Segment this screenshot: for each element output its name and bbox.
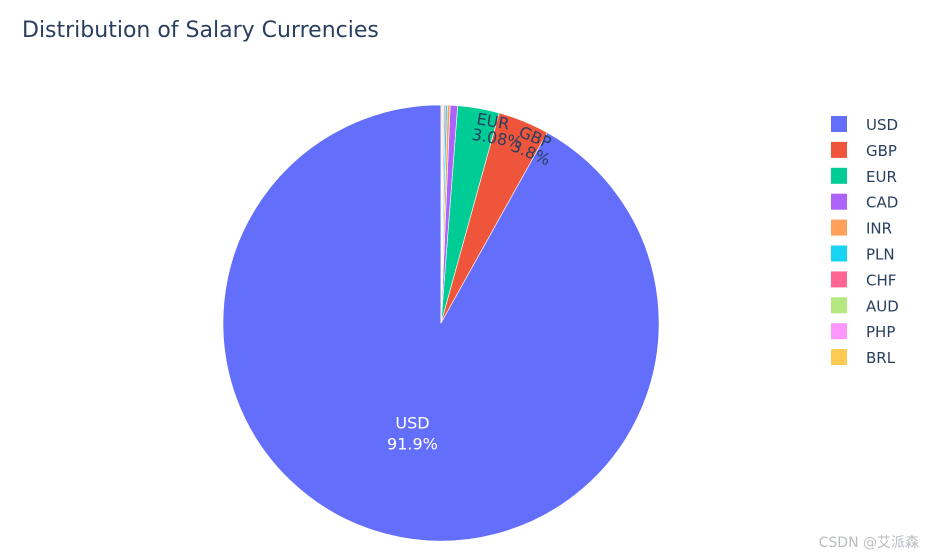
legend-label-inr[interactable]: INR <box>866 220 892 238</box>
legend-swatch-brl[interactable] <box>831 349 847 366</box>
legend-label-php[interactable]: PHP <box>866 323 895 341</box>
legend-label-aud[interactable]: AUD <box>866 297 899 315</box>
legend-swatch-eur[interactable] <box>831 167 847 184</box>
legend-swatch-php[interactable] <box>831 323 847 340</box>
legend-label-pln[interactable]: PLN <box>866 246 895 264</box>
legend: USD GBP EUR CAD INR PLN CHF AUD PHP BRL <box>831 116 899 367</box>
legend-swatch-gbp[interactable] <box>831 141 847 158</box>
legend-swatch-cad[interactable] <box>831 193 847 210</box>
legend-swatch-chf[interactable] <box>831 271 847 288</box>
legend-label-cad[interactable]: CAD <box>866 194 898 212</box>
pie-slice-brl <box>440 104 443 324</box>
legend-swatch-inr[interactable] <box>831 219 847 236</box>
legend-label-gbp[interactable]: GBP <box>866 142 897 160</box>
pie-slice-labels: USD 91.9%GBP3.8%EUR3.08% <box>387 109 554 454</box>
slice-label-usd: USD 91.9% <box>387 414 438 454</box>
legend-swatch-pln[interactable] <box>831 245 847 262</box>
pie-slices <box>222 104 660 542</box>
legend-swatch-aud[interactable] <box>831 297 847 314</box>
watermark: CSDN @艾派森 <box>818 535 919 551</box>
legend-swatch-usd[interactable] <box>831 116 847 132</box>
legend-label-chf[interactable]: CHF <box>866 271 896 289</box>
chart-title: Distribution of Salary Currencies <box>22 18 379 43</box>
legend-label-usd[interactable]: USD <box>866 116 898 134</box>
legend-label-brl[interactable]: BRL <box>866 349 896 367</box>
legend-label-eur[interactable]: EUR <box>866 168 897 186</box>
